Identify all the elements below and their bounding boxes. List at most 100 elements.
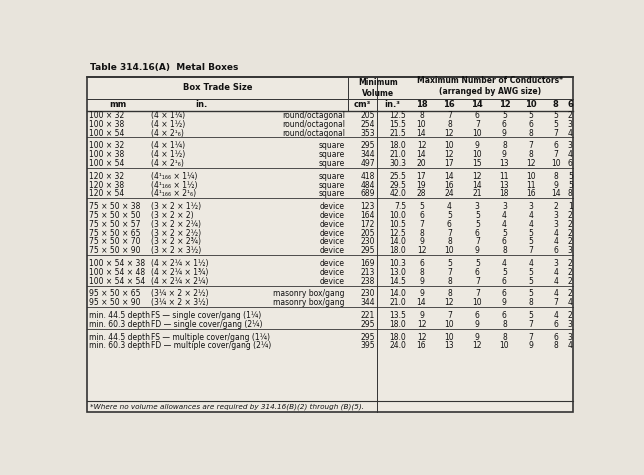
Text: 9: 9 [475, 320, 480, 329]
Text: 5: 5 [528, 111, 533, 120]
Text: 100 × 54: 100 × 54 [89, 129, 124, 138]
Text: 14: 14 [417, 298, 426, 307]
Text: 75 × 50 × 70: 75 × 50 × 70 [89, 238, 140, 247]
Text: 12: 12 [417, 247, 426, 256]
Text: 3: 3 [568, 320, 573, 329]
Text: 3: 3 [568, 332, 573, 342]
Text: 6: 6 [475, 111, 480, 120]
Text: 20: 20 [417, 159, 426, 168]
Text: 2: 2 [553, 202, 558, 211]
Text: 12: 12 [417, 332, 426, 342]
Text: 3: 3 [528, 202, 533, 211]
Text: 2: 2 [568, 277, 573, 286]
Text: 15: 15 [473, 159, 482, 168]
Text: 4: 4 [568, 298, 573, 307]
Text: 5: 5 [447, 211, 452, 220]
Text: (4 × 1½): (4 × 1½) [151, 120, 185, 129]
Text: Minimum
Volume: Minimum Volume [358, 78, 397, 98]
Text: 4: 4 [553, 311, 558, 320]
Text: 14.0: 14.0 [389, 238, 406, 247]
Text: 10: 10 [473, 150, 482, 159]
Text: 4: 4 [528, 211, 533, 220]
Text: 6: 6 [553, 332, 558, 342]
Text: 6: 6 [568, 159, 573, 168]
Text: 6: 6 [475, 311, 480, 320]
Text: min. 60.3 depth: min. 60.3 depth [89, 320, 150, 329]
Text: 14.5: 14.5 [389, 277, 406, 286]
Text: 9: 9 [475, 141, 480, 150]
Text: 2: 2 [568, 311, 573, 320]
Text: 13: 13 [444, 342, 454, 351]
Text: 3: 3 [553, 220, 558, 229]
Text: 5: 5 [475, 220, 480, 229]
Text: 120 × 38: 120 × 38 [89, 180, 124, 190]
Text: 75 × 50 × 38: 75 × 50 × 38 [89, 202, 140, 211]
Text: 10: 10 [500, 342, 509, 351]
Text: 353: 353 [361, 129, 375, 138]
Text: 9: 9 [528, 342, 533, 351]
Text: 2: 2 [568, 228, 573, 238]
Text: 7: 7 [475, 289, 480, 298]
Text: 9: 9 [502, 298, 507, 307]
Text: 21.0: 21.0 [389, 150, 406, 159]
Text: 2: 2 [568, 220, 573, 229]
Text: FD — single cover/gang (2¼): FD — single cover/gang (2¼) [151, 320, 263, 329]
Text: 3: 3 [568, 120, 573, 129]
Text: 8: 8 [447, 289, 452, 298]
Text: 10.3: 10.3 [389, 259, 406, 268]
Text: 5: 5 [502, 268, 507, 277]
Text: 5: 5 [475, 211, 480, 220]
Text: 19: 19 [417, 180, 426, 190]
Text: (3¼ × 2 × 3½): (3¼ × 2 × 3½) [151, 298, 209, 307]
Text: 8: 8 [419, 111, 424, 120]
Text: 8: 8 [502, 247, 507, 256]
Text: 4: 4 [502, 211, 507, 220]
Text: 17: 17 [417, 171, 426, 180]
Text: 221: 221 [361, 311, 375, 320]
Text: FS — single cover/gang (1¼): FS — single cover/gang (1¼) [151, 311, 261, 320]
Text: 95 × 50 × 90: 95 × 50 × 90 [89, 298, 140, 307]
Text: 8: 8 [553, 171, 558, 180]
Text: 3: 3 [553, 211, 558, 220]
Text: 2: 2 [568, 111, 573, 120]
Text: (3 × 2 × 2¼): (3 × 2 × 2¼) [151, 220, 201, 229]
Text: 6: 6 [502, 120, 507, 129]
Text: 16: 16 [444, 100, 455, 109]
Text: (3 × 2 × 2½): (3 × 2 × 2½) [151, 228, 201, 238]
Text: 7: 7 [447, 268, 452, 277]
Text: 8: 8 [447, 238, 452, 247]
Text: 2: 2 [568, 268, 573, 277]
Text: 75 × 50 × 90: 75 × 50 × 90 [89, 247, 140, 256]
Text: (4 × 1¼): (4 × 1¼) [151, 111, 185, 120]
Text: 24: 24 [444, 190, 454, 199]
Text: 7: 7 [528, 332, 533, 342]
Text: (4 × 2¹₆): (4 × 2¹₆) [151, 159, 184, 168]
Text: 6: 6 [447, 220, 452, 229]
Text: 8: 8 [553, 100, 558, 109]
Text: 164: 164 [361, 211, 375, 220]
Text: Maximum Number of Conductors*
(arranged by AWG size): Maximum Number of Conductors* (arranged … [417, 76, 564, 96]
Text: 3: 3 [568, 141, 573, 150]
Text: 16: 16 [526, 190, 536, 199]
Text: 4: 4 [553, 277, 558, 286]
Text: 8: 8 [553, 342, 558, 351]
Text: FD — multiple cover/gang (2¼): FD — multiple cover/gang (2¼) [151, 342, 271, 351]
Text: 7: 7 [475, 277, 480, 286]
Text: 4: 4 [502, 220, 507, 229]
Text: 5: 5 [568, 180, 573, 190]
Text: 4: 4 [528, 259, 533, 268]
Text: 75 × 50 × 50: 75 × 50 × 50 [89, 211, 140, 220]
Text: 213: 213 [361, 268, 375, 277]
Text: 6: 6 [419, 211, 424, 220]
Text: square: square [319, 171, 345, 180]
Text: 9: 9 [419, 311, 424, 320]
Text: 16: 16 [444, 180, 454, 190]
Text: 7: 7 [553, 129, 558, 138]
Text: 13: 13 [500, 159, 509, 168]
Text: 100 × 54 × 54: 100 × 54 × 54 [89, 277, 146, 286]
Text: device: device [320, 220, 345, 229]
Text: 15.5: 15.5 [389, 120, 406, 129]
Text: 295: 295 [361, 332, 375, 342]
Text: 5: 5 [502, 228, 507, 238]
Text: (4¹₁₆₆ × 1½): (4¹₁₆₆ × 1½) [151, 180, 198, 190]
